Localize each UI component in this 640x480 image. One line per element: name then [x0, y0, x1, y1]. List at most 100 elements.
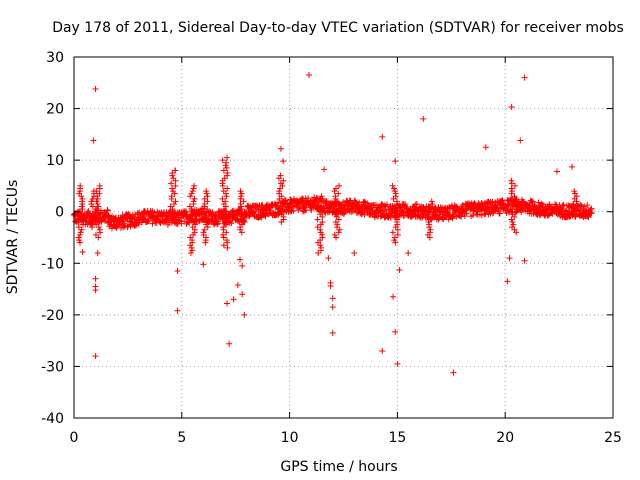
x-tick-label: 5 — [177, 430, 186, 446]
spike-point — [428, 216, 435, 223]
spike-point — [428, 206, 435, 213]
spike-point — [389, 229, 396, 236]
spike-point — [96, 190, 103, 197]
spike-point — [201, 200, 208, 207]
spike-point — [189, 188, 196, 195]
spike-point — [190, 219, 197, 226]
spike-point — [317, 226, 324, 233]
spike-point — [93, 206, 100, 213]
band-point — [496, 210, 503, 217]
band-point — [145, 217, 152, 224]
spike-point — [241, 219, 248, 226]
spike-point — [240, 198, 247, 205]
spike-point — [187, 193, 194, 200]
spike-point — [509, 188, 516, 195]
spike-point — [200, 208, 207, 215]
spike-point — [512, 200, 519, 207]
spike-point — [394, 231, 401, 238]
y-tick-label: 30 — [46, 50, 64, 66]
outlier-point — [239, 262, 246, 269]
spike-point — [237, 200, 244, 207]
spike-point — [219, 195, 226, 202]
band-point — [214, 221, 221, 228]
spike-point — [335, 229, 342, 236]
outlier-point — [553, 168, 560, 175]
spike-point — [224, 244, 231, 251]
outlier-point — [321, 166, 328, 173]
spike-point — [190, 185, 197, 192]
outlier-point — [390, 293, 397, 300]
band-point — [168, 219, 175, 226]
y-axis: -40 -30 -20 -10 0 10 20 30 — [41, 50, 613, 427]
spike-point — [96, 182, 103, 189]
spike-point — [314, 200, 321, 207]
spike-point — [96, 226, 103, 233]
spike-point — [89, 213, 96, 220]
spike-point — [187, 234, 194, 241]
band-point — [85, 208, 92, 215]
spike-point — [317, 206, 324, 213]
spike-point — [201, 195, 208, 202]
spike-point — [511, 182, 518, 189]
spike-point — [93, 198, 100, 205]
spike-point — [89, 224, 96, 231]
x-tick-label: 15 — [388, 430, 406, 446]
outlier-point — [329, 329, 336, 336]
x-tick-label: 25 — [604, 430, 622, 446]
band-point — [584, 202, 591, 209]
outlier-point — [92, 353, 99, 360]
spike-point — [92, 231, 99, 238]
band-point — [538, 200, 545, 207]
spike-point — [333, 234, 340, 241]
spike-point — [570, 200, 577, 207]
spike-point — [513, 208, 520, 215]
spike-point — [220, 200, 227, 207]
spike-point — [319, 195, 326, 202]
spike-point — [336, 182, 343, 189]
spike-point — [238, 216, 245, 223]
band-point — [186, 219, 193, 226]
outlier-point — [392, 328, 399, 335]
spike-point — [425, 219, 432, 226]
band-point — [121, 220, 128, 227]
outlier-point — [224, 300, 231, 307]
spike-point — [192, 213, 199, 220]
spike-point — [78, 216, 85, 223]
spike-point — [314, 216, 321, 223]
spike-point — [170, 200, 177, 207]
outlier-point — [351, 249, 358, 256]
spike-point — [392, 208, 399, 215]
spike-point — [220, 188, 227, 195]
spike-point — [221, 213, 228, 220]
band-point — [577, 201, 584, 208]
band-point — [529, 198, 536, 205]
x-tick-label: 20 — [496, 430, 514, 446]
spike-point — [332, 193, 339, 200]
band-point — [183, 208, 190, 215]
y-tick-label: -40 — [41, 411, 64, 427]
spike-point — [224, 185, 231, 192]
spike-point — [223, 237, 230, 244]
outlier-point — [569, 163, 576, 170]
spike-point — [319, 231, 326, 238]
band-point — [376, 207, 383, 214]
outlier-point — [450, 369, 457, 376]
outlier-point — [327, 282, 334, 289]
spike-point — [96, 216, 103, 223]
y-tick-label: -10 — [41, 256, 64, 272]
spike-point — [394, 203, 401, 210]
spike-point — [190, 198, 197, 205]
band-point — [402, 201, 409, 208]
spike-point — [426, 221, 433, 228]
x-tick-label: 0 — [70, 430, 79, 446]
spike-point — [171, 213, 178, 220]
spike-point — [200, 229, 207, 236]
band-point — [413, 201, 420, 208]
spike-point — [75, 224, 82, 231]
spike-point — [317, 244, 324, 251]
spike-point — [223, 229, 230, 236]
spike-point — [331, 231, 338, 238]
spike-point — [508, 190, 515, 197]
spike-point — [316, 198, 323, 205]
band-point — [559, 203, 566, 210]
